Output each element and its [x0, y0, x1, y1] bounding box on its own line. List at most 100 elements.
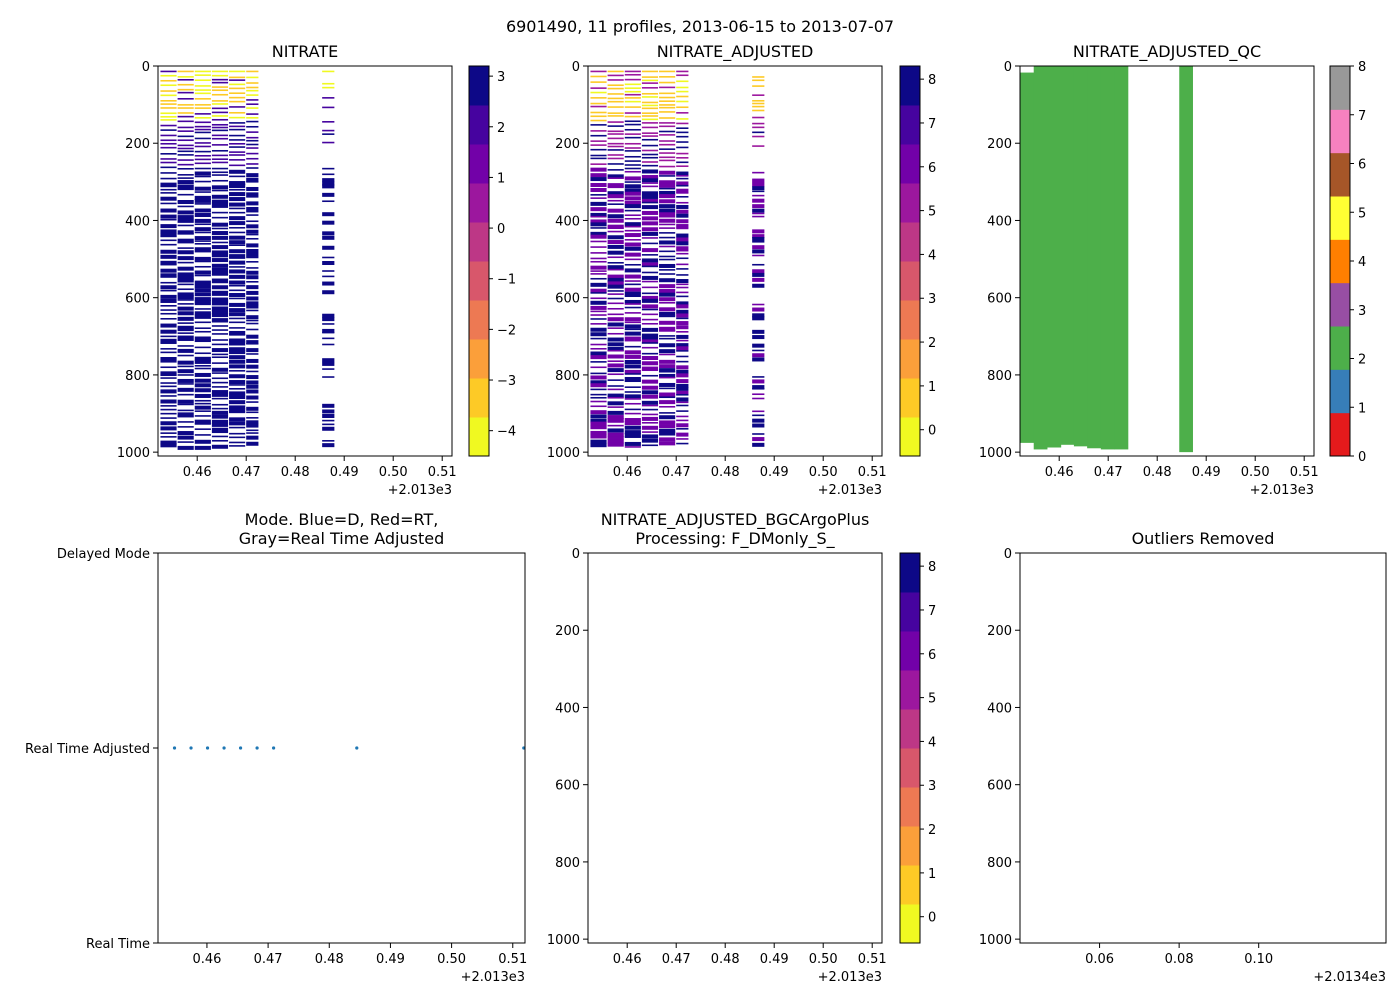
heatmap-cell — [229, 169, 246, 174]
heatmap-cell — [211, 154, 229, 157]
heatmap-cell — [229, 341, 246, 346]
heatmap-cell — [211, 422, 229, 427]
heatmap-cell — [659, 424, 676, 429]
heatmap-cell — [659, 223, 676, 226]
heatmap-cell — [641, 182, 659, 184]
heatmap-cell — [676, 90, 689, 93]
heatmap-cell — [607, 274, 624, 279]
heatmap-cell — [322, 231, 335, 236]
mode-point — [255, 746, 259, 750]
heatmap-cell — [194, 180, 211, 183]
heatmap-cell — [590, 70, 607, 73]
heatmap-cell — [246, 136, 259, 139]
heatmap-cell — [624, 160, 641, 162]
heatmap-cell — [624, 402, 641, 405]
heatmap-cell — [177, 199, 194, 204]
heatmap-cell — [194, 167, 211, 170]
heatmap-cell — [641, 271, 659, 274]
heatmap-cell — [246, 243, 259, 248]
heatmap-cell — [177, 426, 194, 428]
heatmap-cell — [607, 218, 624, 223]
heatmap-cell — [160, 182, 177, 187]
heatmap-cell — [641, 242, 659, 245]
heatmap-cell — [194, 121, 211, 124]
heatmap-cell — [211, 134, 229, 137]
heatmap-cell — [322, 261, 335, 266]
heatmap-cell — [659, 240, 676, 245]
colorbar-tick-label: 2 — [1358, 353, 1366, 368]
heatmap-cell — [590, 111, 607, 114]
heatmap-cell — [160, 249, 177, 254]
heatmap-cell — [659, 170, 676, 175]
heatmap-cell — [229, 308, 246, 313]
heatmap-cell — [160, 268, 177, 273]
heatmap-cell — [641, 280, 659, 283]
colorbar-segment — [900, 144, 920, 184]
colorbar-segment — [900, 631, 920, 671]
heatmap-cell — [641, 76, 659, 78]
heatmap-cell — [322, 419, 335, 422]
heatmap-cell — [229, 384, 246, 386]
heatmap-cell — [752, 283, 765, 288]
heatmap-cell — [160, 276, 177, 278]
heatmap-cell — [641, 346, 659, 349]
heatmap-cell — [322, 275, 335, 278]
heatmap-cell — [607, 154, 624, 156]
y-tick-label: 600 — [125, 292, 150, 307]
heatmap-cell — [322, 331, 335, 334]
heatmap-cell — [641, 262, 659, 267]
heatmap-cell — [659, 301, 676, 304]
heatmap-cell — [676, 127, 689, 130]
heatmap-cell — [624, 274, 641, 279]
y-tick-label: Delayed Mode — [57, 547, 150, 562]
colorbar-segment — [900, 300, 920, 340]
heatmap-cell — [659, 320, 676, 325]
heatmap-cell — [194, 428, 211, 430]
heatmap-cell — [177, 205, 194, 208]
heatmap-cell — [160, 202, 177, 205]
heatmap-cell — [194, 402, 211, 405]
heatmap-cell — [229, 142, 246, 145]
heatmap-cell — [590, 434, 607, 439]
heatmap-cell — [607, 410, 624, 415]
heatmap-cell — [229, 154, 246, 156]
x-tick-label: 0.48 — [281, 465, 310, 480]
heatmap-cell — [676, 165, 689, 168]
heatmap-cell — [641, 79, 659, 82]
heatmap-cell — [211, 161, 229, 164]
heatmap-cell — [590, 355, 607, 360]
heatmap-cell — [624, 280, 641, 282]
heatmap-cell — [676, 291, 689, 294]
heatmap-cell — [194, 175, 211, 178]
heatmap-cell — [641, 369, 659, 372]
heatmap-cell — [246, 342, 259, 345]
heatmap-cell — [229, 70, 246, 73]
colorbar-segment — [469, 378, 489, 418]
heatmap-cell — [641, 178, 659, 183]
heatmap-cell — [590, 372, 607, 375]
heatmap-cell — [752, 182, 765, 187]
heatmap-cell — [590, 182, 607, 187]
heatmap-cell — [229, 289, 246, 292]
heatmap-cell — [624, 252, 641, 257]
heatmap-cell — [246, 441, 259, 446]
heatmap-cell — [752, 85, 765, 87]
heatmap-cell — [229, 139, 246, 141]
heatmap-cell — [246, 315, 259, 320]
heatmap-cell — [607, 415, 624, 420]
y-tick-label: 600 — [555, 292, 580, 307]
heatmap-cell — [624, 291, 641, 296]
heatmap-cell — [211, 185, 229, 190]
colorbar-tick-label: 5 — [1358, 206, 1366, 221]
heatmap-cell — [177, 180, 194, 185]
heatmap-cell — [160, 366, 177, 369]
heatmap-cell — [659, 400, 676, 405]
heatmap-cell — [659, 284, 676, 289]
heatmap-cell — [607, 157, 624, 160]
x-offset-label: +2.013e3 — [1250, 483, 1314, 498]
heatmap-cell — [211, 356, 229, 359]
heatmap-cell — [641, 112, 659, 114]
x-tick-label: 0.51 — [428, 465, 457, 480]
heatmap-cell — [177, 188, 194, 191]
heatmap-cell — [160, 417, 177, 419]
